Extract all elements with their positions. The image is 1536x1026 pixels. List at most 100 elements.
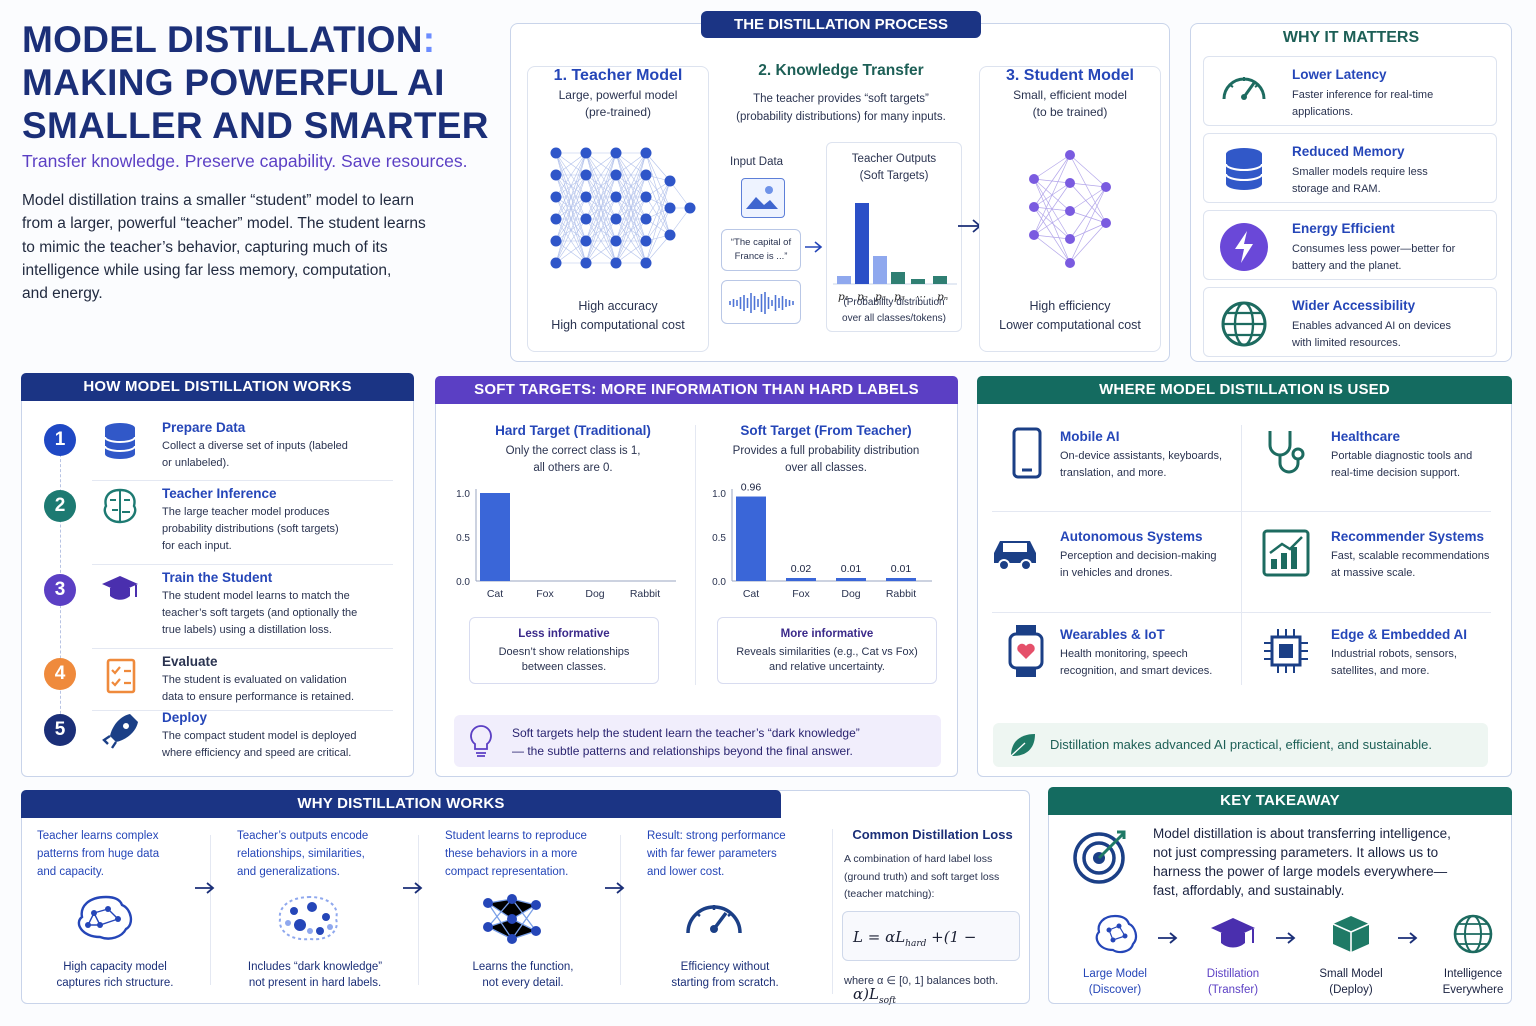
- where-desc: Industrial robots, sensors, satellites, a…: [1331, 646, 1457, 680]
- where-divider-h: [992, 612, 1491, 613]
- hard-desc: Only the correct class is 1, all others …: [436, 443, 710, 477]
- flow-label: Intelligence Everywhere: [1421, 966, 1525, 998]
- step-desc-line: The compact student model is deployed: [162, 730, 357, 742]
- matters-desc-line: battery and the planet.: [1292, 260, 1402, 272]
- where-desc: Portable diagnostic tools and real-time d…: [1331, 448, 1472, 482]
- matters-title: Wider Accessibility: [1292, 298, 1416, 313]
- step-desc: Collect a diverse set of inputs (labeled…: [162, 438, 348, 472]
- how-distillation-works-panel: HOW MODEL DISTILLATION WORKS 1 Prepare Da…: [21, 373, 414, 777]
- database-icon: [100, 420, 140, 460]
- hard-target-chart: 1.0 0.5 0.0 Cat Fox Dog Rabbit: [456, 489, 676, 600]
- teacher-desc-line: Large, powerful model: [558, 88, 678, 102]
- works-top-text: Teacher’s outputs encode relationships, s…: [237, 827, 368, 881]
- checklist-icon: [100, 654, 140, 694]
- student-desc-line: (to be trained): [1032, 105, 1108, 119]
- chip-icon: [1260, 625, 1312, 677]
- where-desc-line: Perception and decision-making: [1060, 550, 1217, 562]
- soft-desc-line: over all classes.: [785, 462, 867, 474]
- y-tick-label: 1.0: [456, 489, 470, 500]
- step-desc-line: Collect a diverse set of inputs (labeled: [162, 440, 348, 452]
- where-divider-h: [992, 511, 1491, 512]
- works-header: WHY DISTILLATION WORKS: [21, 790, 781, 818]
- network-node: [640, 213, 652, 225]
- intro-line: from a larger, powerful “teacher” model.…: [22, 215, 426, 233]
- dist-line: (Probability distribution: [843, 297, 945, 308]
- p-label: p₂: [857, 291, 868, 303]
- intro-line: to mimic the teacher’s behavior, capturi…: [22, 238, 388, 256]
- matters-title: Energy Efficient: [1292, 221, 1395, 236]
- soft-divider: [695, 425, 696, 685]
- why-it-matters-panel: WHY IT MATTERS Lower Latency Faster infer…: [1190, 23, 1512, 362]
- step-title: Prepare Data: [162, 420, 246, 435]
- where-desc: Fast, scalable recommendations at massive…: [1331, 548, 1489, 582]
- student-title: 3. Student Model: [1006, 67, 1134, 84]
- network-node: [664, 202, 676, 214]
- where-title: Mobile AI: [1060, 429, 1120, 444]
- intro-text: Model distillation trains a smaller “stu…: [22, 189, 426, 305]
- flow-label-line: Everywhere: [1442, 984, 1504, 996]
- x-tick-label: Rabbit: [886, 588, 916, 600]
- works-top-line: relationships, similarities,: [237, 848, 365, 860]
- where-title: Healthcare: [1331, 429, 1401, 444]
- works-bottom-text: Learns the function, not every detail.: [438, 959, 608, 991]
- phone-icon: [1000, 427, 1052, 479]
- key-takeaway-panel: KEY TAKEAWAY Model distillation is about…: [1048, 787, 1512, 1004]
- teacher-network-icon: [550, 147, 696, 269]
- soft-note-line: and relative uncertainty.: [769, 661, 885, 673]
- prob-bar: [911, 279, 925, 284]
- teacher-model-card: 1. Teacher Model Large, powerful model (…: [527, 66, 709, 352]
- network-node: [640, 235, 652, 247]
- works-top-line: these behaviors in a more: [445, 848, 578, 860]
- step-desc-line: probability distributions (soft targets): [162, 523, 339, 535]
- student-desc: Small, efficient model (to be trained): [980, 87, 1160, 121]
- step-separator: [92, 648, 393, 649]
- step-separator: [92, 564, 393, 565]
- target-icon: [1073, 830, 1126, 884]
- loss-title: Common Distillation Loss: [852, 827, 1013, 842]
- network-node: [550, 169, 562, 181]
- data-label: 0.01: [841, 563, 862, 575]
- network-node: [640, 147, 652, 159]
- network-node: [1029, 174, 1039, 184]
- step-number-badge: 2: [44, 490, 76, 522]
- matters-title: Lower Latency: [1292, 67, 1387, 82]
- works-top-line: and generalizations.: [237, 866, 340, 878]
- soft-desc: Provides a full probability distribution…: [698, 443, 954, 477]
- growth-chart-icon: [1260, 527, 1312, 579]
- hard-note-text: Doesn’t show relationships between class…: [470, 645, 658, 675]
- chart-bar: [786, 578, 816, 581]
- arrow-right-icon: [1157, 931, 1179, 945]
- tagline: Transfer knowledge. Preserve capability.…: [22, 151, 468, 171]
- network-node: [610, 235, 622, 247]
- step-desc: The student model learns to match the tea…: [162, 588, 357, 639]
- graduation-cap-icon: [100, 570, 140, 610]
- soft-desc-line: Provides a full probability distribution: [732, 445, 920, 457]
- works-bottom-line: not present in hard labels.: [248, 977, 382, 989]
- works-bottom-text: Includes “dark knowledge” not present in …: [230, 959, 400, 991]
- teacher-title: 1. Teacher Model: [553, 67, 683, 84]
- network-node: [580, 257, 592, 269]
- matters-desc: Faster inference for real-time applicatio…: [1292, 87, 1433, 121]
- works-bottom-line: starting from scratch.: [671, 977, 779, 989]
- where-used-panel: WHERE MODEL DISTILLATION IS USED Mobile …: [977, 376, 1512, 777]
- where-desc: Health monitoring, speech recognition, an…: [1060, 646, 1212, 680]
- flow-label-line: Distillation: [1206, 968, 1260, 980]
- soft-note-title: More informative: [780, 628, 874, 640]
- p-label: p₃: [875, 291, 886, 303]
- chart-bar: [886, 578, 916, 581]
- how-header: HOW MODEL DISTILLATION WORKS: [21, 373, 414, 401]
- chart-bar: [736, 496, 766, 581]
- soft-targets-panel: SOFT TARGETS: MORE INFORMATION THAN HARD…: [435, 376, 958, 777]
- flow-label-line: Large Model: [1083, 968, 1147, 980]
- loss-line: (ground truth) and soft target loss: [844, 870, 1000, 883]
- student-foot-line: Lower computational cost: [999, 318, 1141, 332]
- x-tick-label: Dog: [841, 588, 860, 600]
- teacher-outputs-card: Teacher Outputs (Soft Targets) p₁ p₂ p₃ …: [826, 142, 962, 332]
- works-divider: [210, 835, 211, 985]
- step-title: Evaluate: [162, 654, 218, 669]
- loss-line: A combination of hard label loss: [844, 853, 993, 865]
- step-desc-line: The student is evaluated on validation: [162, 674, 347, 686]
- step-desc-line: for each input.: [162, 540, 232, 552]
- matters-card: Energy Efficient Consumes less power—bett…: [1203, 210, 1497, 280]
- brain-network-icon: [70, 891, 142, 947]
